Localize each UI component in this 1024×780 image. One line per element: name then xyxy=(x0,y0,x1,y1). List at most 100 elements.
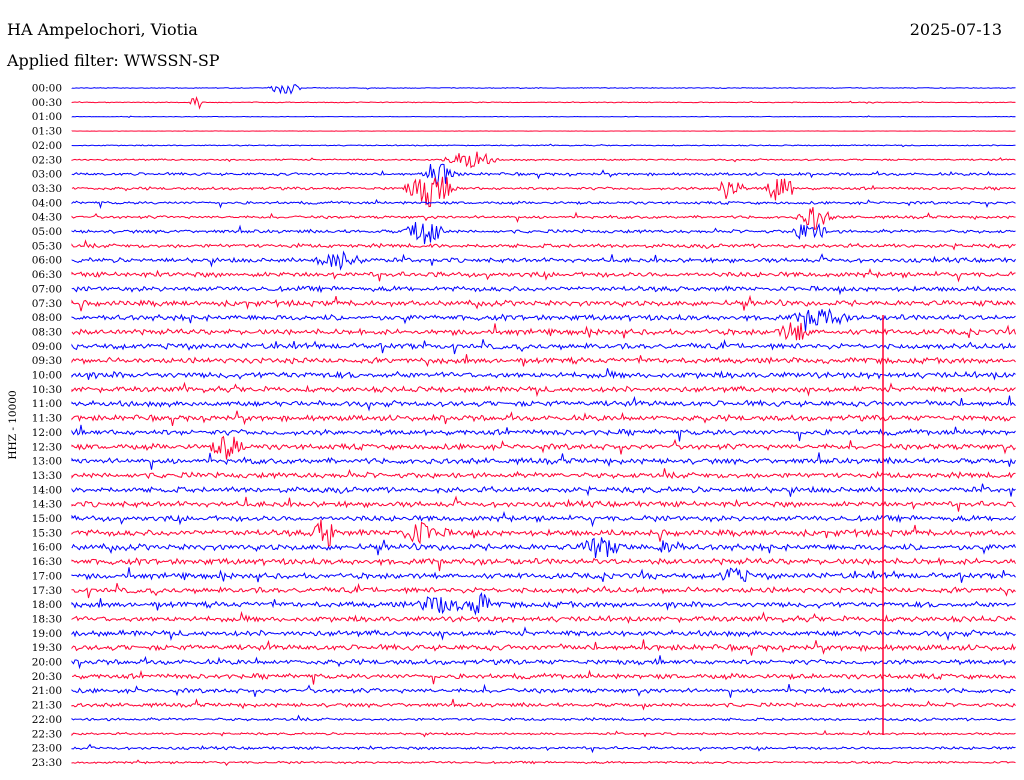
time-tick-label: 07:00 xyxy=(32,283,62,295)
time-tick-label: 00:30 xyxy=(32,97,62,109)
trace-1500 xyxy=(71,511,1016,528)
time-tick-label: 05:00 xyxy=(32,226,62,238)
time-tick-label: 14:00 xyxy=(32,484,62,496)
time-tick-label: 14:30 xyxy=(32,499,62,511)
trace-0230 xyxy=(71,151,1016,169)
trace-0300 xyxy=(71,163,1016,185)
time-tick-label: 20:00 xyxy=(32,657,62,669)
trace-2000 xyxy=(71,655,1016,670)
trace-2200 xyxy=(71,714,1016,722)
time-tick-label: 13:30 xyxy=(32,470,62,482)
time-tick-label: 11:30 xyxy=(32,413,62,425)
time-tick-label: 06:30 xyxy=(32,269,62,281)
time-tick-label: 05:30 xyxy=(32,240,62,252)
trace-0900 xyxy=(71,339,1016,355)
time-tick-label: 03:00 xyxy=(32,169,62,181)
time-tick-label: 12:00 xyxy=(32,427,62,439)
trace-0700 xyxy=(71,284,1016,296)
station-name: HA Ampelochori, Viotia xyxy=(7,20,198,39)
time-tick-label: 09:30 xyxy=(32,355,62,367)
time-tick-label: 04:00 xyxy=(32,197,62,209)
time-tick-label: 06:00 xyxy=(32,255,62,267)
trace-0400 xyxy=(71,198,1016,210)
trace-1930 xyxy=(71,639,1016,656)
trace-0100 xyxy=(71,115,1016,118)
trace-1730 xyxy=(71,582,1016,599)
trace-0000 xyxy=(71,84,1016,95)
trace-2300 xyxy=(71,743,1016,754)
trace-1400 xyxy=(71,483,1016,497)
trace-1100 xyxy=(71,395,1016,412)
time-tick-label: 10:30 xyxy=(32,384,62,396)
time-tick-label: 03:30 xyxy=(32,183,62,195)
trace-0500 xyxy=(71,221,1016,245)
trace-0200 xyxy=(71,143,1016,148)
trace-1030 xyxy=(71,381,1016,398)
time-tick-label: 23:30 xyxy=(32,757,62,769)
time-tick-label: 15:00 xyxy=(32,513,62,525)
trace-0530 xyxy=(71,239,1016,251)
filter-label: Applied filter: WWSSN-SP xyxy=(7,51,220,70)
y-axis-label: HHZ - 10000 xyxy=(7,390,19,459)
time-tick-label: 09:00 xyxy=(32,341,62,353)
time-tick-label: 04:30 xyxy=(32,212,62,224)
trace-1830 xyxy=(71,610,1016,624)
time-tick-label: 02:30 xyxy=(32,154,62,166)
trace-1200 xyxy=(71,424,1016,442)
time-tick-label: 22:00 xyxy=(32,714,62,726)
time-tick-label: 18:30 xyxy=(32,613,62,625)
trace-2100 xyxy=(71,683,1016,698)
time-tick-label: 17:30 xyxy=(32,585,62,597)
trace-1330 xyxy=(71,468,1016,480)
time-tick-label: 08:30 xyxy=(32,326,62,338)
time-tick-label: 15:30 xyxy=(32,527,62,539)
trace-0600 xyxy=(71,250,1016,271)
trace-2230 xyxy=(71,729,1016,738)
time-tick-label: 10:00 xyxy=(32,370,62,382)
time-tick-label: 02:00 xyxy=(32,140,62,152)
trace-0830 xyxy=(71,322,1016,341)
trace-1300 xyxy=(71,452,1016,470)
time-tick-label: 18:00 xyxy=(32,599,62,611)
time-tick-label: 11:00 xyxy=(32,398,62,410)
time-tick-label: 19:00 xyxy=(32,628,62,640)
time-tick-label: 00:00 xyxy=(32,83,62,95)
time-tick-label: 12:30 xyxy=(32,441,62,453)
time-tick-label: 08:00 xyxy=(32,312,62,324)
trace-2030 xyxy=(71,669,1016,685)
time-tick-label: 16:30 xyxy=(32,556,62,568)
time-tick-label: 22:30 xyxy=(32,728,62,740)
time-tick-label: 21:30 xyxy=(32,700,62,712)
trace-0930 xyxy=(71,354,1016,368)
time-tick-label: 16:00 xyxy=(32,542,62,554)
tick-labels-group: 00:00 00:30 01:00 01:30 02:00 02:30 03:00 03:30… xyxy=(32,83,62,769)
record-date: 2025-07-13 xyxy=(909,20,1002,39)
trace-0630 xyxy=(71,267,1016,283)
trace-1130 xyxy=(71,410,1016,427)
trace-0030 xyxy=(71,96,1016,110)
trace-2130 xyxy=(71,698,1016,711)
time-tick-label: 19:30 xyxy=(32,642,62,654)
time-tick-label: 13:00 xyxy=(32,456,62,468)
trace-0800 xyxy=(71,307,1016,332)
time-tick-label: 23:00 xyxy=(32,743,62,755)
trace-1530 xyxy=(71,519,1016,548)
trace-1900 xyxy=(71,626,1016,642)
trace-1700 xyxy=(71,567,1016,583)
trace-0730 xyxy=(71,294,1016,312)
trace-2330 xyxy=(71,759,1016,767)
trace-0430 xyxy=(71,206,1016,230)
trace-0130 xyxy=(71,130,1016,132)
trace-1230 xyxy=(71,435,1016,460)
time-tick-label: 21:00 xyxy=(32,685,62,697)
time-tick-label: 20:30 xyxy=(32,671,62,683)
trace-1630 xyxy=(71,556,1016,572)
time-tick-label: 07:30 xyxy=(32,298,62,310)
time-tick-label: 17:00 xyxy=(32,570,62,582)
trace-1600 xyxy=(71,537,1016,559)
trace-1430 xyxy=(71,495,1016,512)
time-tick-label: 01:30 xyxy=(32,126,62,138)
trace-1800 xyxy=(71,592,1016,616)
trace-1000 xyxy=(71,368,1016,381)
